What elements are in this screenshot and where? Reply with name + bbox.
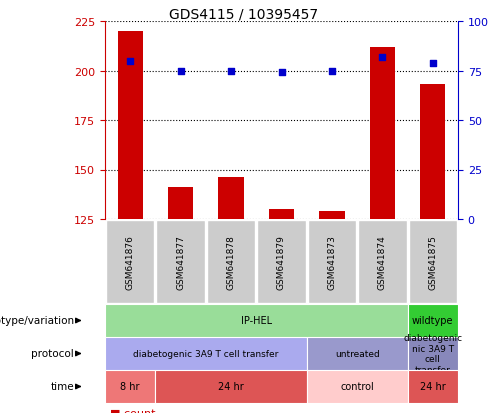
Bar	[118, 32, 143, 219]
Text: untreated: untreated	[335, 349, 380, 358]
Text: GSM641878: GSM641878	[226, 235, 236, 289]
Text: ■ count: ■ count	[110, 408, 155, 413]
Text: 24 hr: 24 hr	[218, 382, 244, 392]
Bar	[358, 220, 407, 304]
Bar	[269, 209, 294, 219]
Bar	[307, 337, 407, 370]
Text: GSM641874: GSM641874	[378, 235, 387, 289]
Text: GSM641879: GSM641879	[277, 235, 286, 289]
Bar	[219, 178, 244, 219]
Text: wildtype: wildtype	[412, 316, 453, 326]
Text: GSM641877: GSM641877	[176, 235, 185, 289]
Point	[177, 68, 184, 75]
Bar	[106, 220, 154, 304]
Bar	[407, 370, 458, 403]
Text: protocol: protocol	[31, 349, 74, 358]
Bar	[156, 370, 307, 403]
Point	[126, 58, 134, 65]
Point	[278, 70, 285, 76]
Text: diabetogenic 3A9 T cell transfer: diabetogenic 3A9 T cell transfer	[133, 349, 279, 358]
Bar	[105, 370, 156, 403]
Text: control: control	[340, 382, 374, 392]
Bar	[407, 304, 458, 337]
Bar	[307, 370, 407, 403]
Bar	[157, 220, 205, 304]
Bar	[407, 337, 458, 370]
Text: time: time	[51, 382, 74, 392]
Bar	[105, 304, 407, 337]
Text: GSM641876: GSM641876	[126, 235, 135, 289]
Point	[429, 60, 437, 67]
Bar	[408, 220, 457, 304]
Bar	[257, 220, 305, 304]
Text: GSM641873: GSM641873	[327, 235, 336, 289]
Text: diabetogenic
nic 3A9 T
cell
transfer: diabetogenic nic 3A9 T cell transfer	[403, 334, 462, 374]
Bar	[168, 188, 193, 219]
Point	[227, 68, 235, 75]
Bar	[319, 211, 345, 219]
Text: genotype/variation: genotype/variation	[0, 316, 74, 326]
Bar	[308, 220, 356, 304]
Text: IP-HEL: IP-HEL	[241, 316, 272, 326]
Bar	[420, 85, 446, 219]
Text: GDS4115 / 10395457: GDS4115 / 10395457	[169, 8, 319, 22]
Text: 24 hr: 24 hr	[420, 382, 446, 392]
Text: GSM641875: GSM641875	[428, 235, 437, 289]
Bar	[370, 47, 395, 219]
Bar	[105, 337, 307, 370]
Point	[328, 68, 336, 75]
Text: 8 hr: 8 hr	[121, 382, 140, 392]
Point	[379, 54, 386, 61]
Bar	[207, 220, 255, 304]
